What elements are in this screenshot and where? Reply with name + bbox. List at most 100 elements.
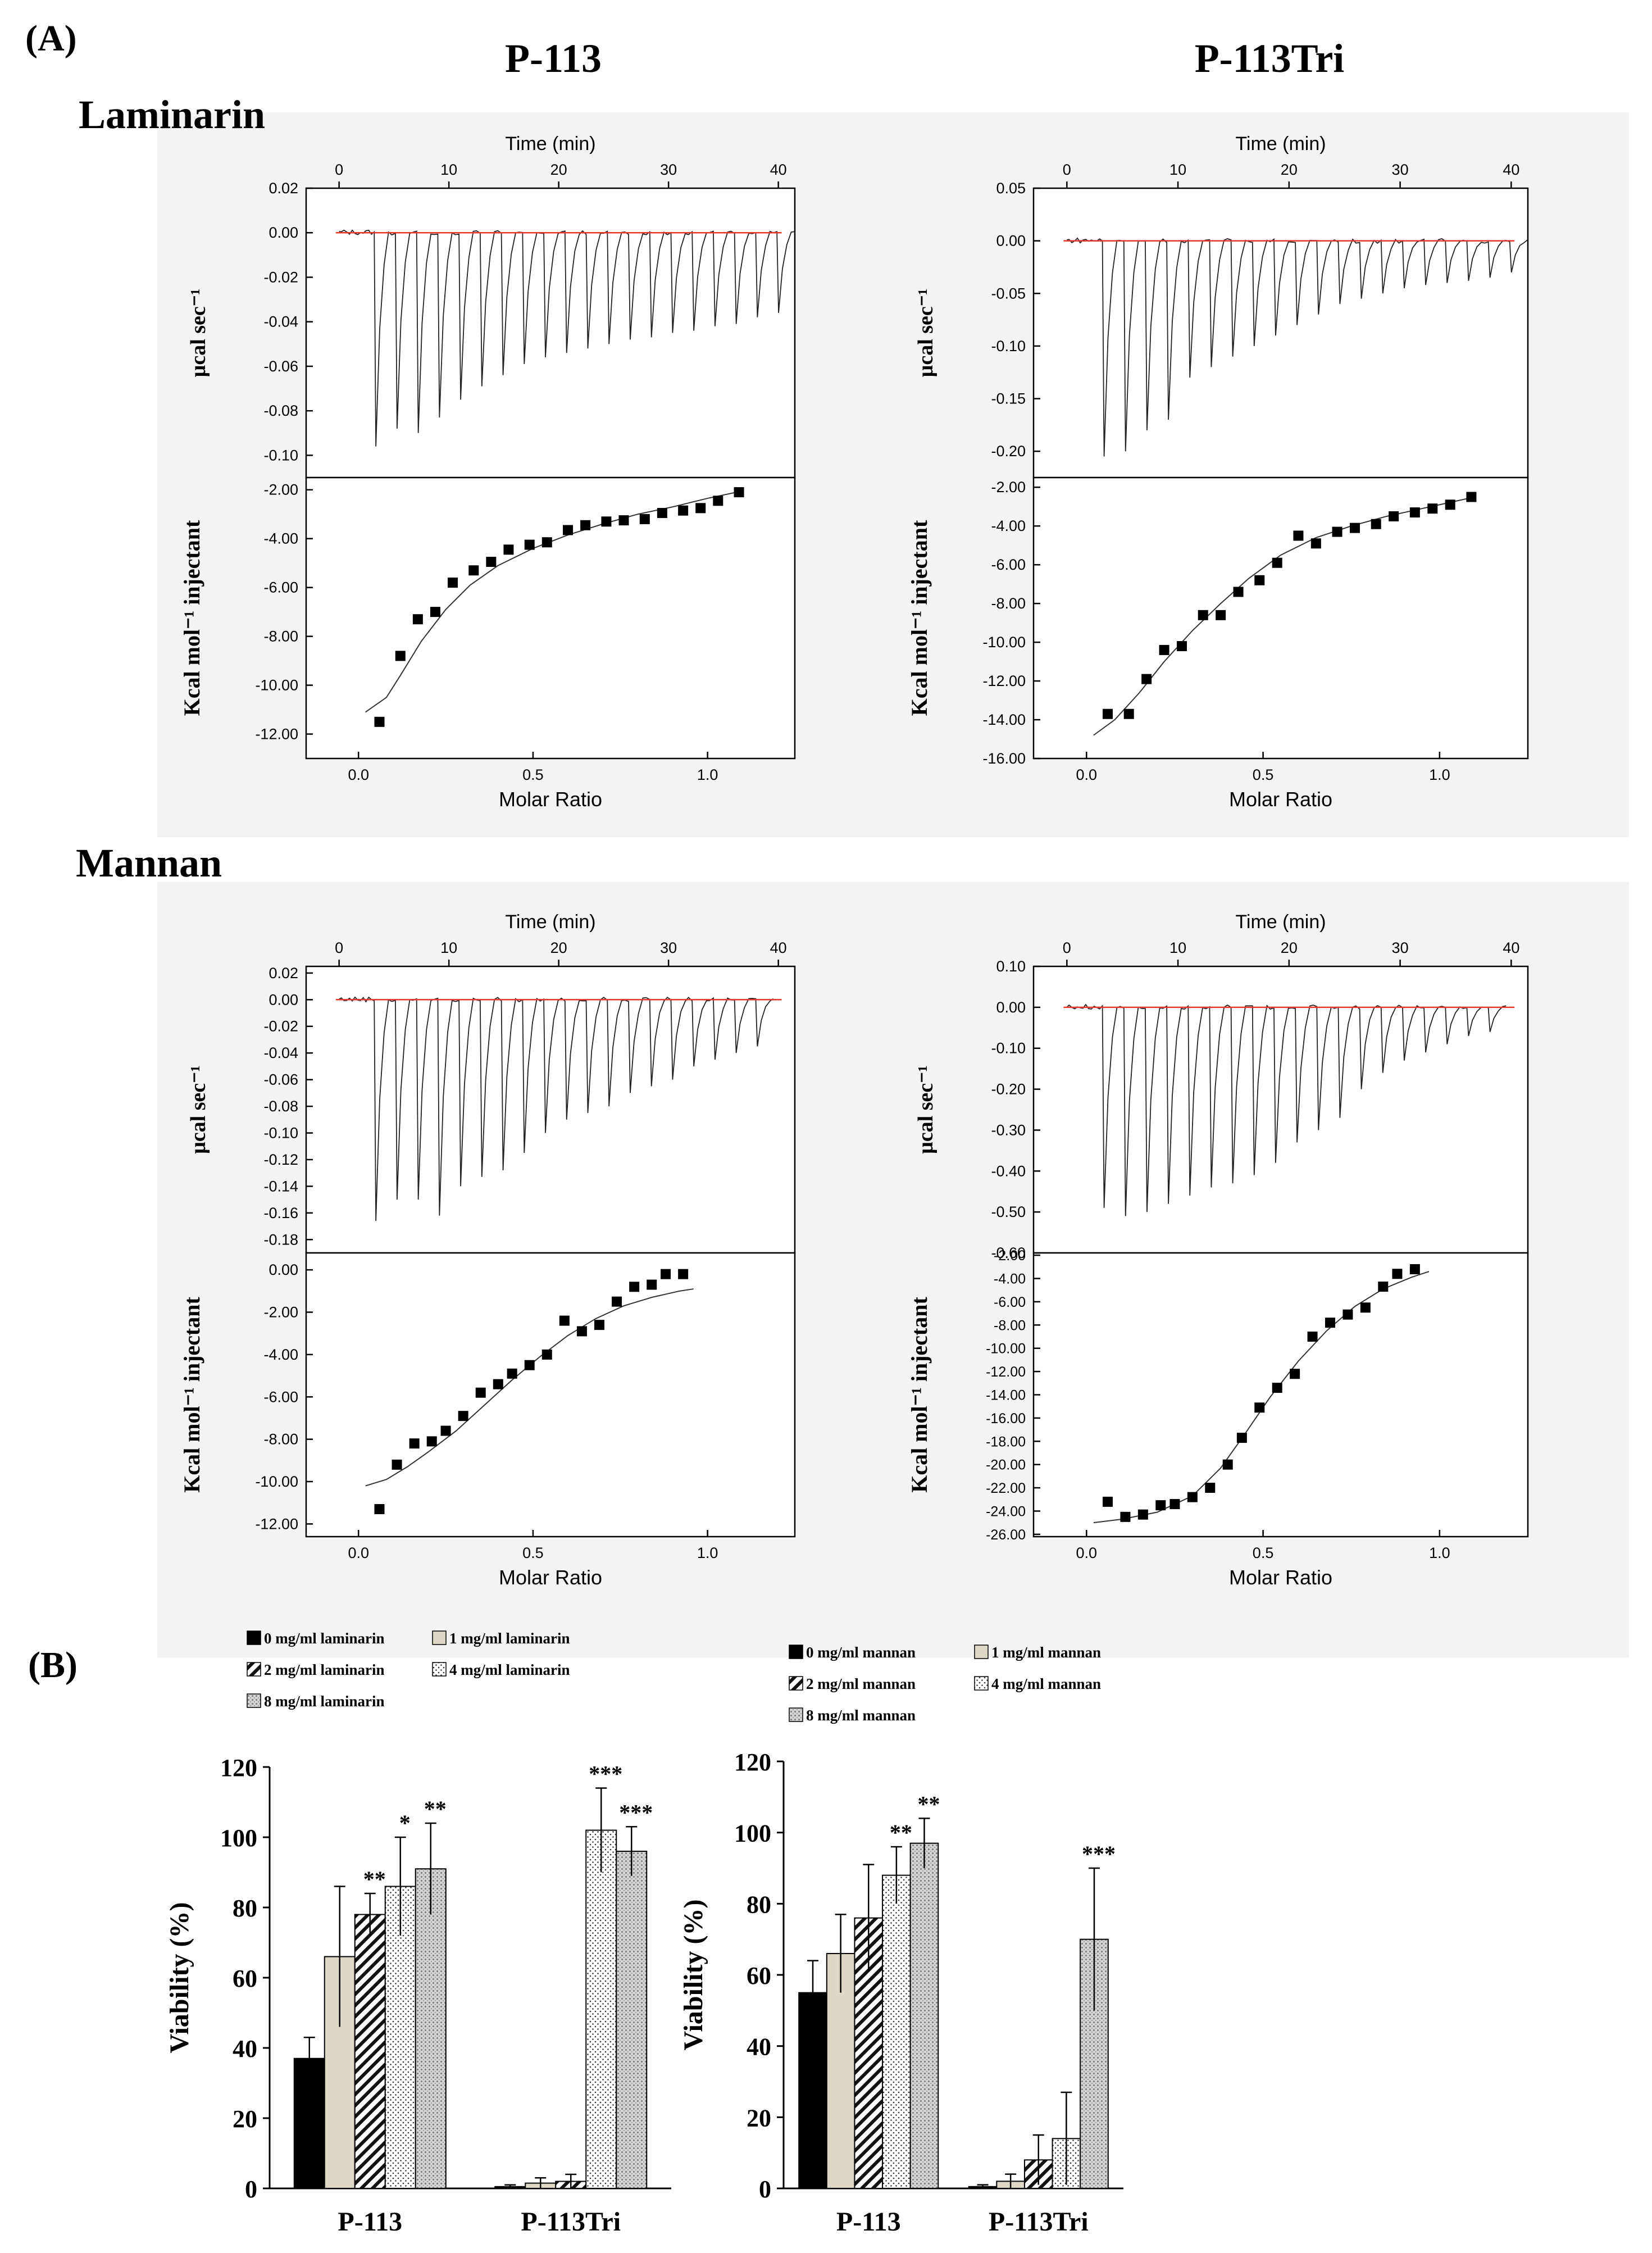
isotherm-data-point xyxy=(541,1349,552,1360)
isotherm-y-tick-label: -4.00 xyxy=(263,530,298,547)
column-title-p113: P-113 xyxy=(505,36,602,81)
viability-y-tick-label: 120 xyxy=(734,1748,771,1776)
time-tick-label: 0 xyxy=(335,161,343,178)
thermogram-y-tick-label: -0.10 xyxy=(991,1040,1026,1057)
isotherm-data-point xyxy=(594,1320,604,1330)
isotherm-data-point xyxy=(1392,1269,1403,1279)
isotherm-data-point xyxy=(1342,1309,1353,1320)
isotherm-y-axis-title: Kcal mol⁻¹ injectant xyxy=(179,520,204,716)
molar-ratio-tick-label: 1.0 xyxy=(697,766,718,783)
isotherm-data-point xyxy=(695,503,706,514)
isotherm-data-point xyxy=(374,716,385,727)
isotherm-data-point xyxy=(1155,1500,1166,1511)
significance-marker: ** xyxy=(917,1791,940,1816)
significance-marker: ** xyxy=(890,1820,912,1845)
isotherm-data-point xyxy=(576,1326,587,1337)
isotherm-data-point xyxy=(440,1425,451,1436)
molar-ratio-tick-label: 0.0 xyxy=(348,1545,369,1561)
time-axis-title: Time (min) xyxy=(1235,133,1326,155)
legend-label: 2 mg/ml laminarin xyxy=(264,1661,385,1678)
isotherm-y-tick-label: -8.00 xyxy=(994,1318,1026,1333)
thermogram-y-tick-label: -0.12 xyxy=(263,1151,298,1168)
molar-ratio-axis-title: Molar Ratio xyxy=(1229,1566,1332,1589)
isotherm-data-point xyxy=(1254,575,1265,585)
molar-ratio-axis-title: Molar Ratio xyxy=(499,1566,602,1589)
legend-swatch xyxy=(974,1676,989,1691)
isotherm-data-point xyxy=(503,544,514,555)
isotherm-y-tick-label: -12.00 xyxy=(255,726,298,743)
category-label: P-113Tri xyxy=(989,2207,1089,2237)
time-tick-label: 10 xyxy=(1169,939,1186,956)
isotherm-data-point xyxy=(1409,1264,1420,1274)
isotherm-y-tick-label: -12.00 xyxy=(986,1364,1026,1380)
time-tick-label: 10 xyxy=(440,161,457,178)
isotherm-data-point xyxy=(448,577,458,588)
isotherm-frame xyxy=(1032,1252,1529,1538)
viability-y-tick-label: 0 xyxy=(759,2175,771,2203)
viability-bar xyxy=(585,1829,617,2189)
viability-bar xyxy=(882,1874,911,2190)
isotherm-data-point xyxy=(507,1368,517,1379)
legend-label: 0 mg/ml mannan xyxy=(806,1644,916,1661)
thermogram-y-tick-label: -0.30 xyxy=(991,1121,1026,1138)
isotherm-data-point xyxy=(493,1379,503,1389)
isotherm-y-tick-label: -6.00 xyxy=(991,556,1026,573)
isotherm-data-point xyxy=(601,516,612,527)
time-axis-title: Time (min) xyxy=(1235,911,1326,933)
isotherm-data-point xyxy=(1310,538,1321,549)
thermogram-trace xyxy=(1066,1003,1507,1216)
isotherm-data-point xyxy=(563,525,574,535)
significance-marker: *** xyxy=(619,1800,653,1825)
thermogram-y-tick-label: 0.02 xyxy=(268,965,298,982)
time-tick-label: 0 xyxy=(335,939,343,956)
isotherm-data-point xyxy=(1272,557,1282,568)
isotherm-y-tick-label: -8.00 xyxy=(263,1431,298,1448)
itc-plot-mannan-p113: 0 10 20 30 40 Time (min) 0.02 0.00 -0.02 -0.04 -0.… xyxy=(179,911,796,1589)
isotherm-data-point xyxy=(1103,708,1113,719)
isotherm-data-point xyxy=(1332,526,1342,537)
thermogram-y-tick-label: 0.05 xyxy=(996,180,1026,197)
thermogram-y-tick-label: -0.18 xyxy=(263,1231,298,1248)
isotherm-data-point xyxy=(647,1279,657,1290)
viability-y-axis-title: Viability (%) xyxy=(679,1900,708,2051)
row-title-mannan: Mannan xyxy=(76,841,222,885)
time-tick-label: 20 xyxy=(1281,939,1298,956)
viability-bar xyxy=(354,1914,386,2189)
significance-marker: ** xyxy=(424,1796,447,1822)
viability-y-tick-label: 80 xyxy=(233,1895,257,1922)
significance-marker: *** xyxy=(1082,1841,1116,1866)
itc-plot-mannan-p113tri: 0 10 20 30 40 Time (min) 0.10 0.00 -0.10 -0.20 -0.… xyxy=(907,911,1529,1589)
legend-label: 1 mg/ml mannan xyxy=(991,1644,1101,1661)
isotherm-y-tick-label: -6.00 xyxy=(263,579,298,596)
time-tick-label: 30 xyxy=(660,939,677,956)
thermogram-y-tick-label: -0.60 xyxy=(991,1244,1026,1261)
thermogram-y-tick-label: -0.02 xyxy=(263,1018,298,1035)
legend-swatch xyxy=(432,1630,447,1645)
time-axis-title: Time (min) xyxy=(505,911,595,933)
isotherm-data-point xyxy=(661,1269,671,1279)
time-tick-label: 30 xyxy=(1392,161,1409,178)
isotherm-data-point xyxy=(412,614,423,625)
thermogram-y-axis-title: μcal sec⁻¹ xyxy=(186,1065,210,1153)
isotherm-y-axis-title: Kcal mol⁻¹ injectant xyxy=(179,1297,204,1493)
thermogram-y-tick-label: -0.14 xyxy=(263,1178,298,1194)
isotherm-data-point xyxy=(458,1411,468,1421)
isotherm-y-tick-label: -16.00 xyxy=(982,750,1026,767)
legend-swatch xyxy=(247,1693,261,1708)
row-title-laminarin: Laminarin xyxy=(79,92,265,137)
isotherm-data-point xyxy=(541,537,552,548)
time-tick-label: 40 xyxy=(770,939,787,956)
isotherm-y-tick-label: -12.00 xyxy=(255,1515,298,1532)
isotherm-data-point xyxy=(392,1459,402,1470)
isotherm-y-tick-label: -18.00 xyxy=(986,1434,1026,1450)
thermogram-y-tick-label: -0.04 xyxy=(263,314,298,330)
time-tick-label: 20 xyxy=(550,939,567,956)
time-tick-label: 30 xyxy=(1392,939,1409,956)
isotherm-data-point xyxy=(678,1269,689,1279)
viability-y-tick-label: 100 xyxy=(220,1824,257,1852)
isotherm-data-point xyxy=(1307,1332,1318,1342)
time-tick-label: 0 xyxy=(1063,161,1071,178)
viability-bar xyxy=(909,1842,939,2190)
thermogram-y-tick-label: -0.20 xyxy=(991,1081,1026,1098)
time-tick-label: 40 xyxy=(1503,161,1519,178)
